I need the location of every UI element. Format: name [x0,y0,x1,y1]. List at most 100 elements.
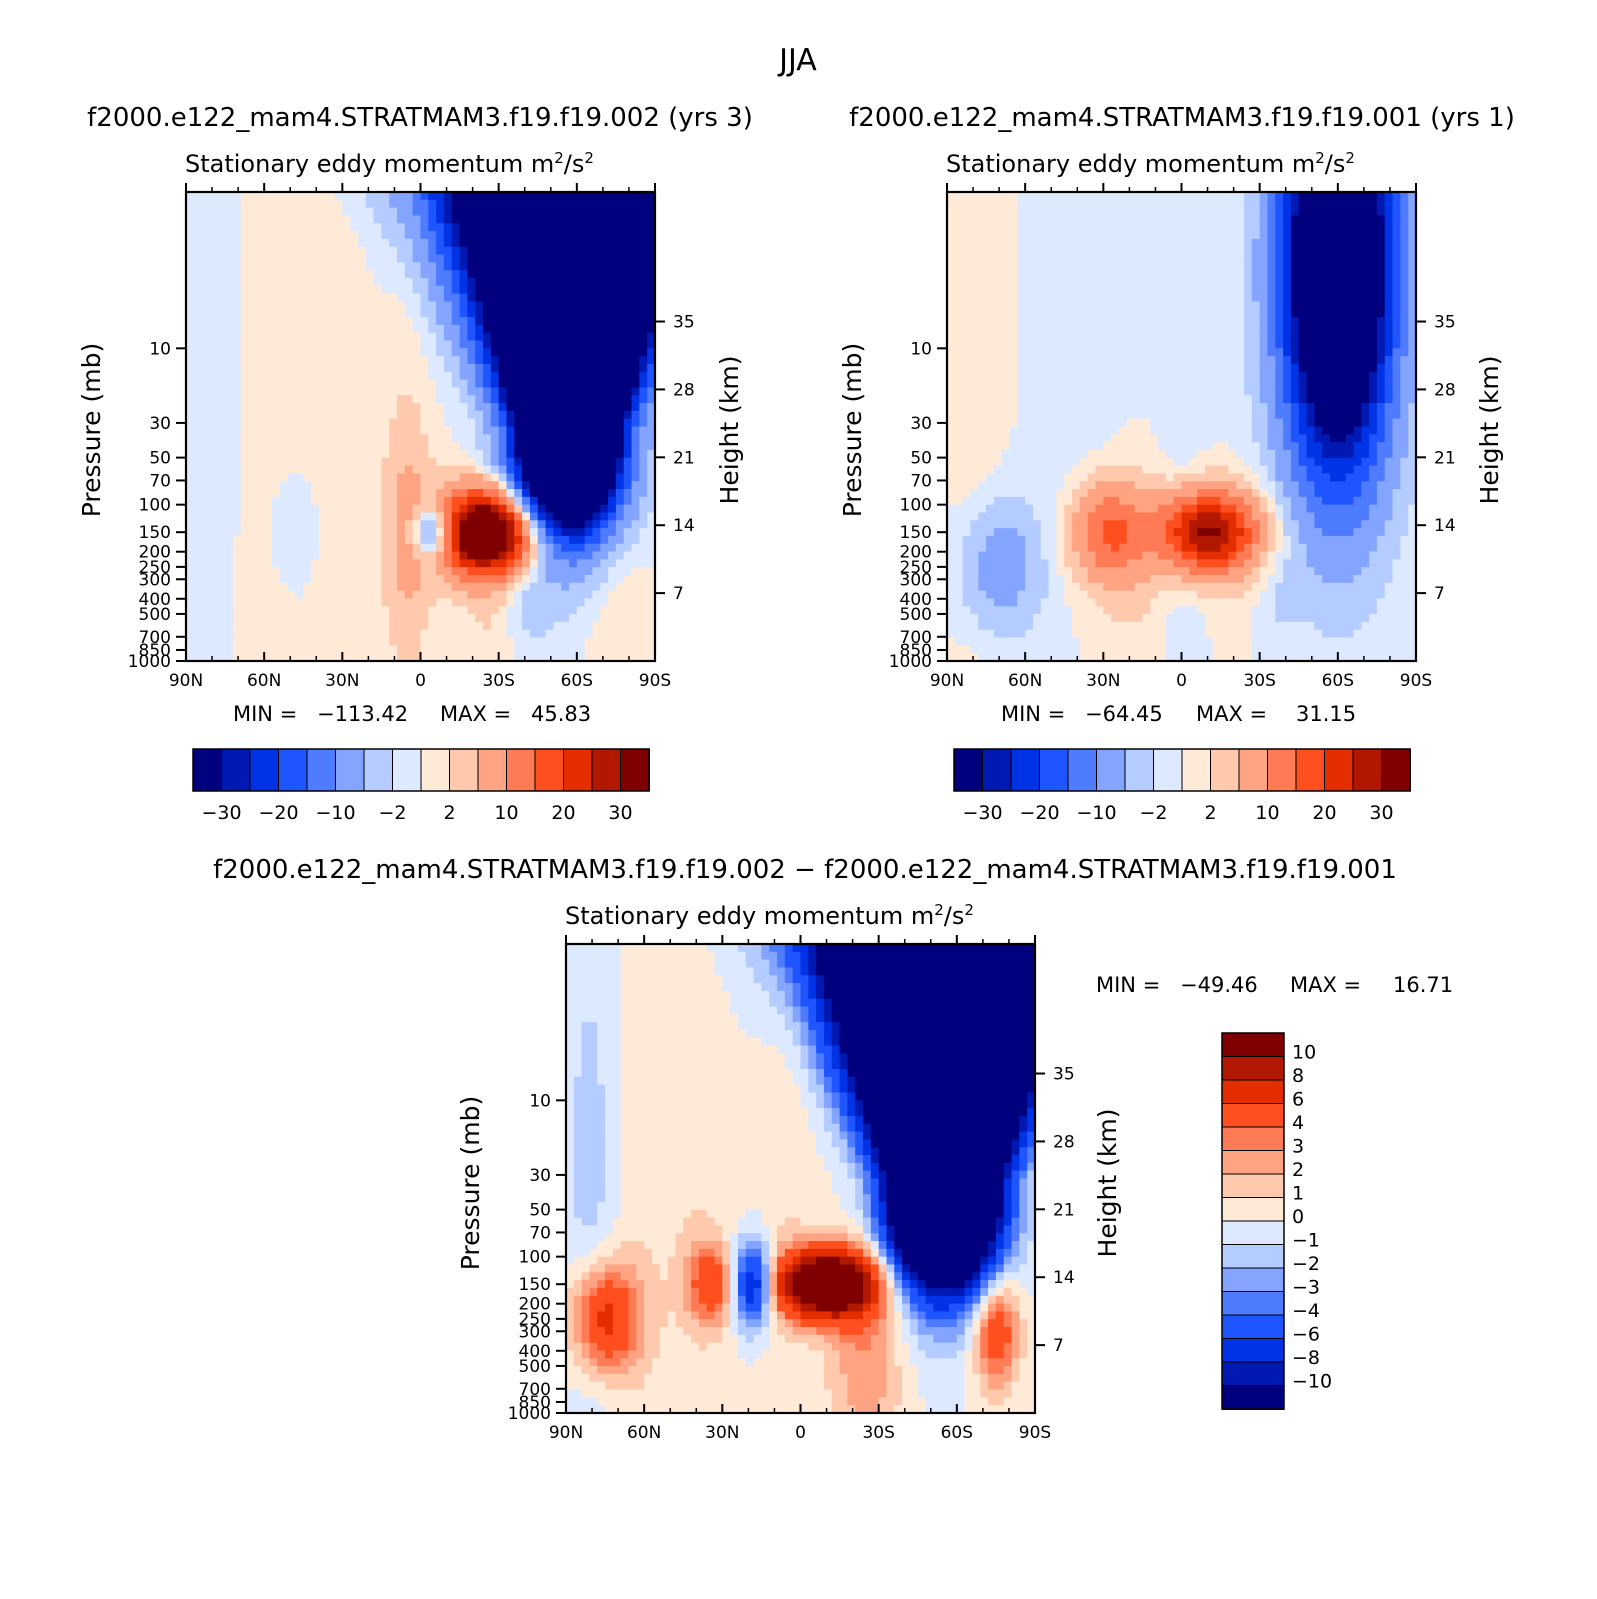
heatmap-cell [631,426,640,435]
heatmap-cell [529,363,539,373]
heatmap-cell [962,231,972,240]
heatmap-cell [209,403,218,412]
heatmap-cell [545,277,554,287]
heatmap-cell [311,629,320,639]
heatmap-cell [279,551,289,560]
heatmap-cell [201,528,211,537]
heatmap-cell [350,535,359,545]
heatmap-cell [232,520,242,529]
heatmap-cell [978,426,987,435]
heatmap-cell [303,465,312,474]
heatmap-cell [545,442,554,451]
heatmap-cell [506,363,515,373]
heatmap-cell [569,262,578,271]
heatmap-cell [993,270,1003,279]
heatmap-cell [631,637,640,646]
heatmap-cell [389,371,398,381]
heatmap-cell [365,496,375,506]
heatmap-cell [389,324,398,334]
heatmap-cell [264,426,273,435]
heatmap-cell [420,371,429,381]
heatmap-cell [553,340,562,349]
heatmap-cell [947,293,956,303]
heatmap-cell [947,379,956,389]
heatmap-cell [584,262,594,271]
heatmap-cell [365,363,375,373]
heatmap-cell [1064,465,1073,474]
heatmap-cell [1040,504,1050,514]
heatmap-cell [467,434,476,443]
heatmap-cell [1017,277,1026,287]
heatmap-cell [506,371,515,381]
heatmap-cell [256,231,265,240]
colorbar: −30 −20 −10 −2 2 10 20 30 [192,748,650,824]
heatmap-cell [420,598,429,607]
heatmap-cell [225,309,234,318]
heatmap-cell [970,559,979,568]
heatmap-cell [209,254,218,263]
heatmap-cell [232,231,242,240]
heatmap-cell [623,614,633,623]
heatmap-cell [279,535,289,545]
heatmap-cell [334,348,343,357]
heatmap-cell [514,246,523,256]
heatmap-cell [608,567,617,576]
heatmap-cell [1001,356,1011,365]
heatmap-cell [498,489,508,498]
heatmap-cell [350,653,359,662]
heatmap-cell [639,629,648,639]
heatmap-cell [201,332,211,342]
heatmap-cell [1056,215,1065,224]
heatmap-cell [264,246,273,256]
heatmap-cell [365,442,375,451]
heatmap-cell [232,543,242,553]
heatmap-cell [365,489,375,498]
heatmap-cell [498,395,508,404]
heatmap-cell [1103,379,1112,389]
heatmap-cell [529,590,539,600]
heatmap-cell [993,223,1003,232]
heatmap-cell [232,215,242,224]
heatmap-cell [592,637,601,646]
heatmap-cell [954,598,964,607]
heatmap-cell [1095,465,1104,474]
heatmap-cell [201,363,211,373]
heatmap-cell [209,614,218,623]
heatmap-cell [1017,332,1026,342]
heatmap-cell [639,465,648,474]
heatmap-cell [1048,395,1058,404]
heatmap-cell [962,606,972,615]
heatmap-cell [529,582,539,592]
heatmap-cell [248,621,257,631]
heatmap-cell [1072,199,1081,209]
heatmap-cell [569,551,578,560]
y-tick-label: 500 [139,605,171,625]
heatmap-cell [537,309,547,318]
heatmap-cell [514,410,523,420]
heatmap-cell [303,403,312,412]
heatmap-cell [232,621,242,631]
heatmap-cell [1032,535,1042,545]
heatmap-cell [428,481,437,490]
heatmap-cell [303,489,312,498]
heatmap-cell [514,442,523,451]
heatmap-cell [1064,418,1073,428]
heatmap-cell [600,606,609,615]
heatmap-cell [647,473,656,482]
heatmap-cell [608,192,617,201]
heatmap-cell [1032,528,1042,537]
heatmap-cell [225,434,234,443]
heatmap-cell [1032,637,1042,646]
heatmap-cell [287,418,297,428]
heatmap-cell [318,457,328,467]
heatmap-cell [256,621,265,631]
heatmap-cell [264,254,273,263]
heatmap-cell [576,590,586,600]
heatmap-cell [529,473,539,482]
heatmap-cell [569,520,578,529]
heatmap-cell [381,606,390,615]
heatmap-cell [342,614,351,623]
heatmap-cell [1001,340,1011,349]
heatmap-cell [311,621,320,631]
heatmap-cell [326,317,336,326]
